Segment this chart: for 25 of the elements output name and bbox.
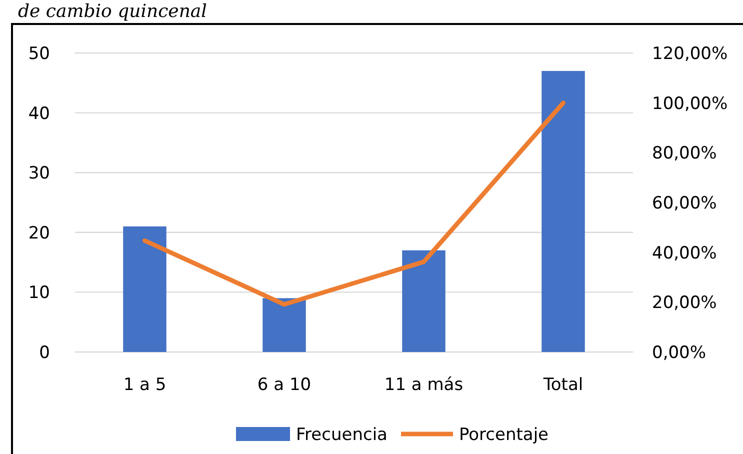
y-tick-label: 40: [28, 104, 50, 124]
y-tick-label: 30: [28, 164, 50, 184]
legend-label: Frecuencia: [296, 424, 388, 445]
bar: [542, 70, 585, 352]
x-tick-label: 6 a 10: [257, 375, 312, 395]
x-tick-label: Total: [542, 375, 584, 395]
bar: [262, 298, 306, 352]
bar: [123, 226, 166, 352]
chart-title: de cambio quincenal: [18, 1, 208, 22]
bar: [402, 250, 446, 352]
x-tick-label: 1 a 5: [123, 375, 166, 395]
y2-tick-label: 80,00%: [652, 144, 717, 164]
legend-label: Porcentaje: [459, 424, 549, 445]
y-tick-label: 0: [39, 342, 50, 363]
line-series: [142, 100, 566, 307]
y2-tick-label: 40,00%: [652, 243, 717, 264]
y-tick-label: 50: [28, 44, 50, 64]
y-tick-label: 20: [28, 223, 50, 244]
y-tick-label: 10: [28, 283, 50, 304]
y2-tick-label: 120,00%: [652, 44, 728, 64]
y2-tick-label: 100,00%: [652, 94, 728, 114]
y2-tick-label: 20,00%: [652, 293, 717, 314]
x-tick-label: 11 a más: [384, 375, 464, 395]
y2-tick-label: 0,00%: [652, 342, 706, 363]
y2-tick-label: 60,00%: [652, 193, 717, 214]
